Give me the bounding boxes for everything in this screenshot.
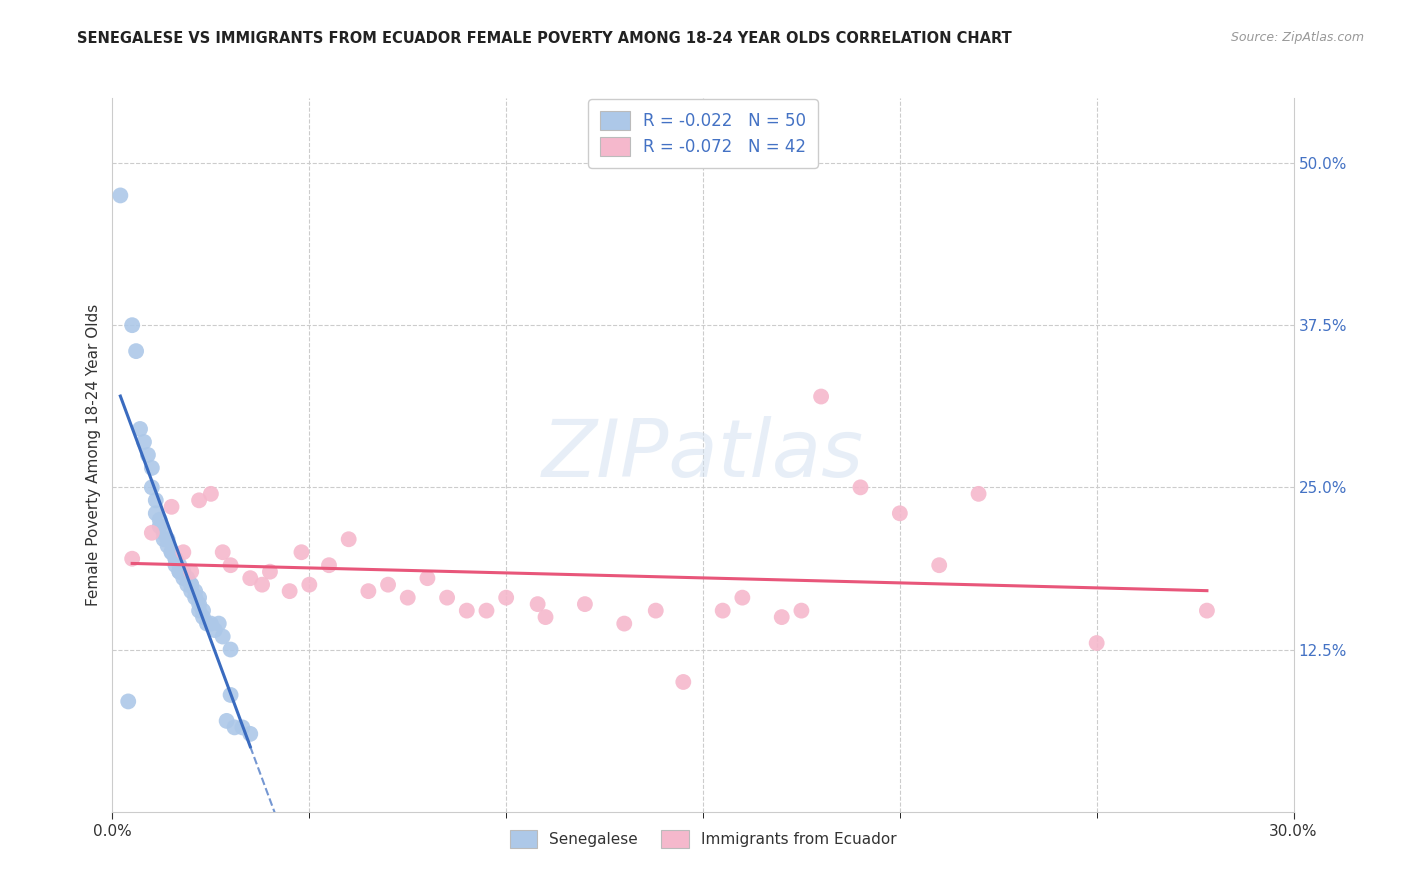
Point: [574, 597, 596, 611]
Point: [200, 487, 222, 501]
Point: [239, 727, 262, 741]
Point: [160, 500, 183, 514]
Legend: Senegalese, Immigrants from Ecuador: Senegalese, Immigrants from Ecuador: [503, 824, 903, 854]
Point: [613, 616, 636, 631]
Point: [337, 533, 360, 547]
Point: [191, 610, 214, 624]
Point: [165, 551, 187, 566]
Point: [188, 604, 211, 618]
Point: [967, 487, 990, 501]
Point: [889, 506, 911, 520]
Point: [149, 513, 172, 527]
Point: [928, 558, 950, 573]
Text: SENEGALESE VS IMMIGRANTS FROM ECUADOR FEMALE POVERTY AMONG 18-24 YEAR OLDS CORRE: SENEGALESE VS IMMIGRANTS FROM ECUADOR FE…: [77, 31, 1012, 46]
Point: [129, 422, 152, 436]
Point: [152, 525, 174, 540]
Point: [172, 565, 194, 579]
Point: [169, 558, 191, 573]
Point: [456, 604, 478, 618]
Point: [436, 591, 458, 605]
Point: [298, 577, 321, 591]
Point: [188, 591, 211, 605]
Point: [357, 584, 380, 599]
Point: [176, 571, 198, 585]
Point: [117, 694, 139, 708]
Point: [121, 318, 143, 333]
Point: [188, 493, 211, 508]
Point: [377, 577, 399, 591]
Point: [790, 604, 813, 618]
Point: [200, 616, 222, 631]
Point: [644, 604, 666, 618]
Point: [526, 597, 548, 611]
Point: [211, 630, 233, 644]
Point: [810, 390, 832, 404]
Point: [141, 525, 163, 540]
Point: [152, 533, 174, 547]
Point: [149, 519, 172, 533]
Point: [125, 344, 148, 359]
Point: [160, 545, 183, 559]
Point: [731, 591, 754, 605]
Point: [188, 597, 211, 611]
Point: [1195, 604, 1218, 618]
Point: [204, 623, 226, 637]
Point: [672, 675, 695, 690]
Point: [396, 591, 419, 605]
Point: [239, 571, 262, 585]
Point: [165, 558, 187, 573]
Point: [290, 545, 312, 559]
Point: [169, 565, 191, 579]
Point: [211, 545, 233, 559]
Point: [156, 533, 179, 547]
Point: [318, 558, 340, 573]
Point: [180, 577, 202, 591]
Point: [534, 610, 557, 624]
Point: [849, 480, 872, 494]
Point: [219, 688, 242, 702]
Point: [219, 558, 242, 573]
Point: [136, 448, 159, 462]
Point: [184, 584, 207, 599]
Point: [132, 434, 155, 449]
Point: [224, 720, 246, 734]
Point: [180, 565, 202, 579]
Text: Source: ZipAtlas.com: Source: ZipAtlas.com: [1230, 31, 1364, 45]
Point: [141, 461, 163, 475]
Point: [475, 604, 498, 618]
Point: [172, 545, 194, 559]
Point: [180, 584, 202, 599]
Point: [121, 551, 143, 566]
Point: [172, 571, 194, 585]
Point: [165, 551, 187, 566]
Point: [215, 714, 238, 728]
Point: [141, 480, 163, 494]
Point: [156, 539, 179, 553]
Point: [495, 591, 517, 605]
Point: [416, 571, 439, 585]
Point: [259, 565, 281, 579]
Point: [231, 720, 253, 734]
Point: [184, 591, 207, 605]
Point: [145, 493, 167, 508]
Point: [208, 616, 231, 631]
Point: [110, 188, 132, 202]
Point: [770, 610, 793, 624]
Point: [169, 565, 191, 579]
Point: [176, 577, 198, 591]
Point: [180, 577, 202, 591]
Point: [711, 604, 734, 618]
Point: [250, 577, 273, 591]
Point: [1085, 636, 1108, 650]
Point: [160, 545, 183, 559]
Point: [191, 604, 214, 618]
Point: [219, 642, 242, 657]
Y-axis label: Female Poverty Among 18-24 Year Olds: Female Poverty Among 18-24 Year Olds: [86, 304, 101, 606]
Point: [145, 506, 167, 520]
Point: [278, 584, 301, 599]
Point: [195, 616, 218, 631]
Text: ZIPatlas: ZIPatlas: [541, 416, 865, 494]
